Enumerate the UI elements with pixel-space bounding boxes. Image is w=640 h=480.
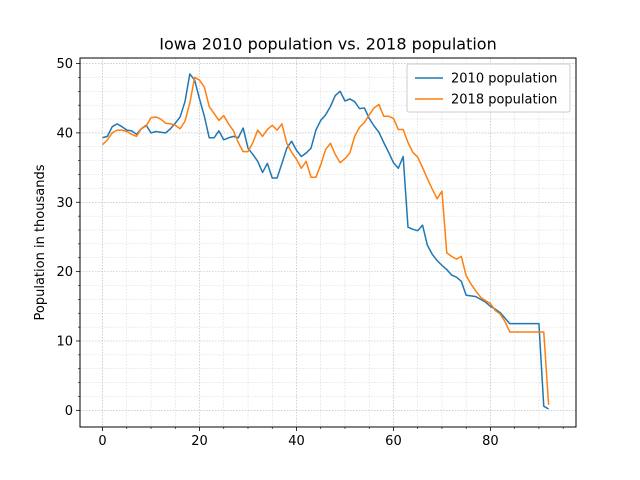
y-tick-label: 50 xyxy=(56,57,73,72)
x-tick-label: 60 xyxy=(385,434,402,449)
series-line-2018 xyxy=(102,76,550,405)
y-tick-label: 30 xyxy=(56,196,73,211)
series-line-2010 xyxy=(102,73,549,410)
y-tick-label: 20 xyxy=(56,265,73,280)
chart-title: Iowa 2010 population vs. 2018 population xyxy=(159,35,496,54)
y-axis-label: Population in thousands xyxy=(33,164,48,320)
y-tick-label: 40 xyxy=(56,126,73,141)
legend-box xyxy=(406,63,571,113)
legend-entry-label: 2018 population xyxy=(451,93,557,108)
y-axis: 0 10 20 30 40 50 xyxy=(56,57,80,419)
legend: 2010 population 2018 population xyxy=(406,63,571,113)
y-tick-label: 0 xyxy=(65,404,73,419)
plot-frame xyxy=(79,57,577,428)
x-tick-label: 20 xyxy=(191,434,208,449)
legend-entry-label: 2010 population xyxy=(451,72,557,87)
series-lines xyxy=(102,73,550,410)
x-axis: 0 20 40 60 80 xyxy=(98,427,564,449)
x-tick-label: 80 xyxy=(482,434,499,449)
x-tick-label: 40 xyxy=(288,434,305,449)
x-tick-label: 0 xyxy=(98,434,106,449)
y-tick-label: 10 xyxy=(56,334,73,349)
